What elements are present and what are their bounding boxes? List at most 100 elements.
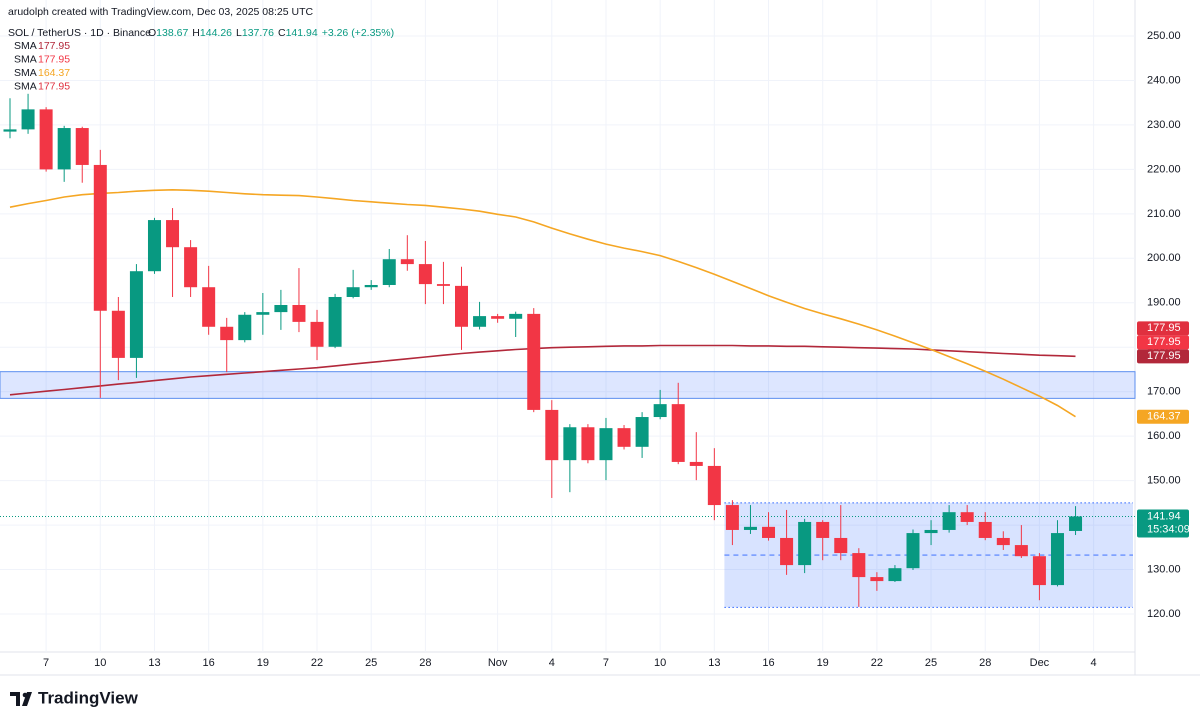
legend-name: SMA	[14, 40, 37, 52]
candle-body	[292, 304, 306, 322]
x-tick-label: 28	[419, 657, 431, 669]
candle-body	[256, 312, 270, 315]
candle-body	[75, 128, 89, 165]
attribution: arudolph created with TradingView.com, D…	[8, 6, 313, 18]
legend-name: SMA	[14, 67, 37, 79]
x-tick-label: Nov	[488, 657, 508, 669]
x-tick-label: 16	[762, 657, 774, 669]
candle-body	[996, 537, 1010, 546]
candle-body	[870, 577, 884, 582]
candle-body	[1069, 516, 1083, 531]
candle-body	[310, 321, 324, 347]
sma-line	[9, 344, 1076, 396]
candle-body	[617, 428, 631, 447]
price-tag-bg	[1137, 349, 1189, 364]
candle-body	[418, 264, 432, 285]
y-tick-label: 160.00	[1147, 430, 1181, 442]
brand: TradingView	[38, 688, 139, 707]
candle-body	[1050, 533, 1064, 586]
candle-body	[491, 316, 505, 319]
candle-body	[653, 404, 667, 418]
y-tick-label: 120.00	[1147, 608, 1181, 620]
ohlc-key: C	[278, 27, 286, 39]
ohlc-key: O	[148, 27, 156, 39]
candle-body	[762, 526, 776, 538]
candle-body	[725, 505, 739, 530]
candle-body	[473, 316, 487, 327]
x-tick-label: 25	[365, 657, 377, 669]
candle-body	[798, 521, 812, 566]
candle-body	[400, 259, 414, 265]
candle-body	[852, 553, 866, 578]
candle-body	[364, 284, 378, 288]
sma-line	[9, 188, 1076, 418]
candle-body	[39, 109, 53, 170]
candle-body	[581, 427, 595, 461]
price-tag: 164.37	[1147, 411, 1181, 423]
countdown: 15:34:09	[1147, 523, 1190, 535]
candle-body	[184, 247, 198, 288]
x-tick-label: 19	[257, 657, 269, 669]
x-tick-label: Dec	[1030, 657, 1050, 669]
candle-body	[1014, 545, 1028, 557]
candle-body	[346, 287, 360, 297]
candle-body	[978, 521, 992, 538]
axes: 120.00130.00140.00150.00160.00170.00180.…	[43, 30, 1190, 669]
change: +3.26 (+2.35%)	[322, 27, 394, 39]
legend-name: SMA	[14, 80, 37, 92]
price-tag: 177.95	[1147, 336, 1181, 348]
y-tick-label: 130.00	[1147, 563, 1181, 575]
symbol: SOL / TetherUS · 1D · Binance	[8, 27, 151, 39]
x-tick-label: 28	[979, 657, 991, 669]
candle-body	[816, 521, 830, 538]
candle-body	[509, 313, 523, 319]
candle-body	[888, 568, 902, 582]
y-tick-label: 220.00	[1147, 163, 1181, 175]
candle-body	[924, 529, 938, 534]
y-tick-label: 150.00	[1147, 475, 1181, 487]
ohlc-value: 138.67	[156, 27, 188, 39]
x-tick-label: 16	[203, 657, 215, 669]
candle-body	[111, 310, 125, 358]
y-tick-label: 200.00	[1147, 252, 1181, 264]
candle-body	[563, 427, 577, 461]
x-tick-label: 22	[871, 657, 883, 669]
x-tick-label: 4	[1091, 657, 1097, 669]
candle-body	[166, 220, 180, 248]
candle-body	[545, 409, 559, 461]
candle-body	[21, 109, 35, 130]
y-tick-label: 170.00	[1147, 386, 1181, 398]
ohlc-key: H	[192, 27, 200, 39]
x-tick-label: 7	[603, 657, 609, 669]
candle-body	[707, 465, 721, 506]
logo: TradingView	[10, 688, 139, 707]
candle-body	[599, 428, 613, 461]
x-tick-label: 10	[94, 657, 106, 669]
candle-body	[960, 512, 974, 522]
y-tick-label: 230.00	[1147, 119, 1181, 131]
y-tick-label: 190.00	[1147, 297, 1181, 309]
price-tag-bg	[1137, 321, 1189, 336]
ohlc-value: 144.26	[200, 27, 232, 39]
candle-body	[906, 533, 920, 569]
candle-body	[3, 129, 17, 132]
candle-body	[220, 326, 234, 341]
candle-body	[238, 314, 252, 341]
x-tick-label: 7	[43, 657, 49, 669]
candle-body	[834, 537, 848, 554]
candle-body	[780, 537, 794, 566]
candle-body	[93, 164, 107, 311]
candle-body	[527, 313, 541, 410]
candle-body	[743, 526, 757, 530]
candle-body	[671, 404, 685, 462]
x-tick-label: 19	[817, 657, 829, 669]
x-tick-label: 4	[549, 657, 555, 669]
candle-body	[635, 417, 649, 447]
legend-value: 164.37	[38, 67, 70, 79]
last-price-tag-bg	[1137, 509, 1189, 538]
candle-body	[274, 304, 288, 313]
y-tick-label: 210.00	[1147, 208, 1181, 220]
logo-dot	[22, 692, 28, 698]
candle-body	[147, 220, 161, 272]
